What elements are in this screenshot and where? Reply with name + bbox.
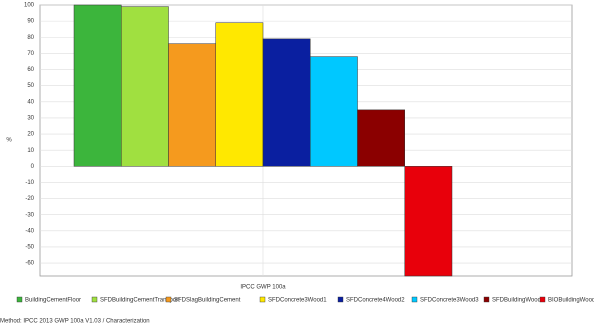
legend-swatch (165, 296, 172, 303)
y-tick-label: -20 (25, 196, 34, 202)
y-tick-label: 40 (27, 99, 34, 105)
y-tick-label: 20 (27, 132, 34, 138)
y-tick-label: 0 (31, 164, 35, 170)
legend-swatch (337, 296, 344, 303)
legend-swatch (259, 296, 266, 303)
y-tick-label: 100 (24, 3, 35, 9)
bar (262, 38, 311, 167)
y-tick-label: 70 (27, 51, 34, 57)
y-tick-label: 90 (27, 19, 34, 25)
legend-label: SFDConcrete4Wood2 (346, 298, 405, 304)
legend-label: SFDConcrete3Wood3 (420, 298, 479, 304)
y-tick-label: 80 (27, 35, 34, 41)
bar (168, 43, 216, 167)
bar (310, 56, 358, 167)
bar (357, 109, 405, 167)
y-tick-label: 60 (27, 67, 34, 73)
x-tick-label: IPCC GWP 100a (240, 285, 286, 291)
y-tick-label: -40 (25, 228, 34, 234)
legend-label: SFDBuildingCementTransport (100, 298, 180, 304)
y-tick-label: -60 (25, 261, 34, 267)
bar (73, 4, 122, 167)
y-tick-label: -30 (25, 212, 34, 218)
bar (404, 166, 453, 277)
y-axis-label: % (6, 138, 12, 144)
legend-label: SFDConcrete3Wood1 (268, 298, 327, 304)
legend-swatch (411, 296, 418, 303)
legend-label: SFDSlagBuildingCement (174, 298, 241, 304)
legend-swatch (539, 296, 546, 303)
y-tick-label: -50 (25, 245, 34, 251)
footer: Method: IPCC 2013 GWP 100a V1.03 / Chara… (0, 319, 150, 325)
legend-label: BuildingCementFloor (25, 298, 81, 304)
legend-label: BIOBuildingWood (548, 298, 594, 304)
legend-swatch (483, 296, 490, 303)
legend-swatch (91, 296, 98, 303)
y-tick-label: 50 (27, 83, 34, 89)
bar (215, 22, 264, 167)
legend-label: SFDBuildingWood (492, 298, 541, 304)
y-tick-label: 30 (27, 115, 34, 121)
bar (121, 6, 169, 167)
legend-swatch (16, 296, 23, 303)
y-tick-label: -10 (25, 180, 34, 186)
y-tick-label: 10 (27, 148, 34, 154)
